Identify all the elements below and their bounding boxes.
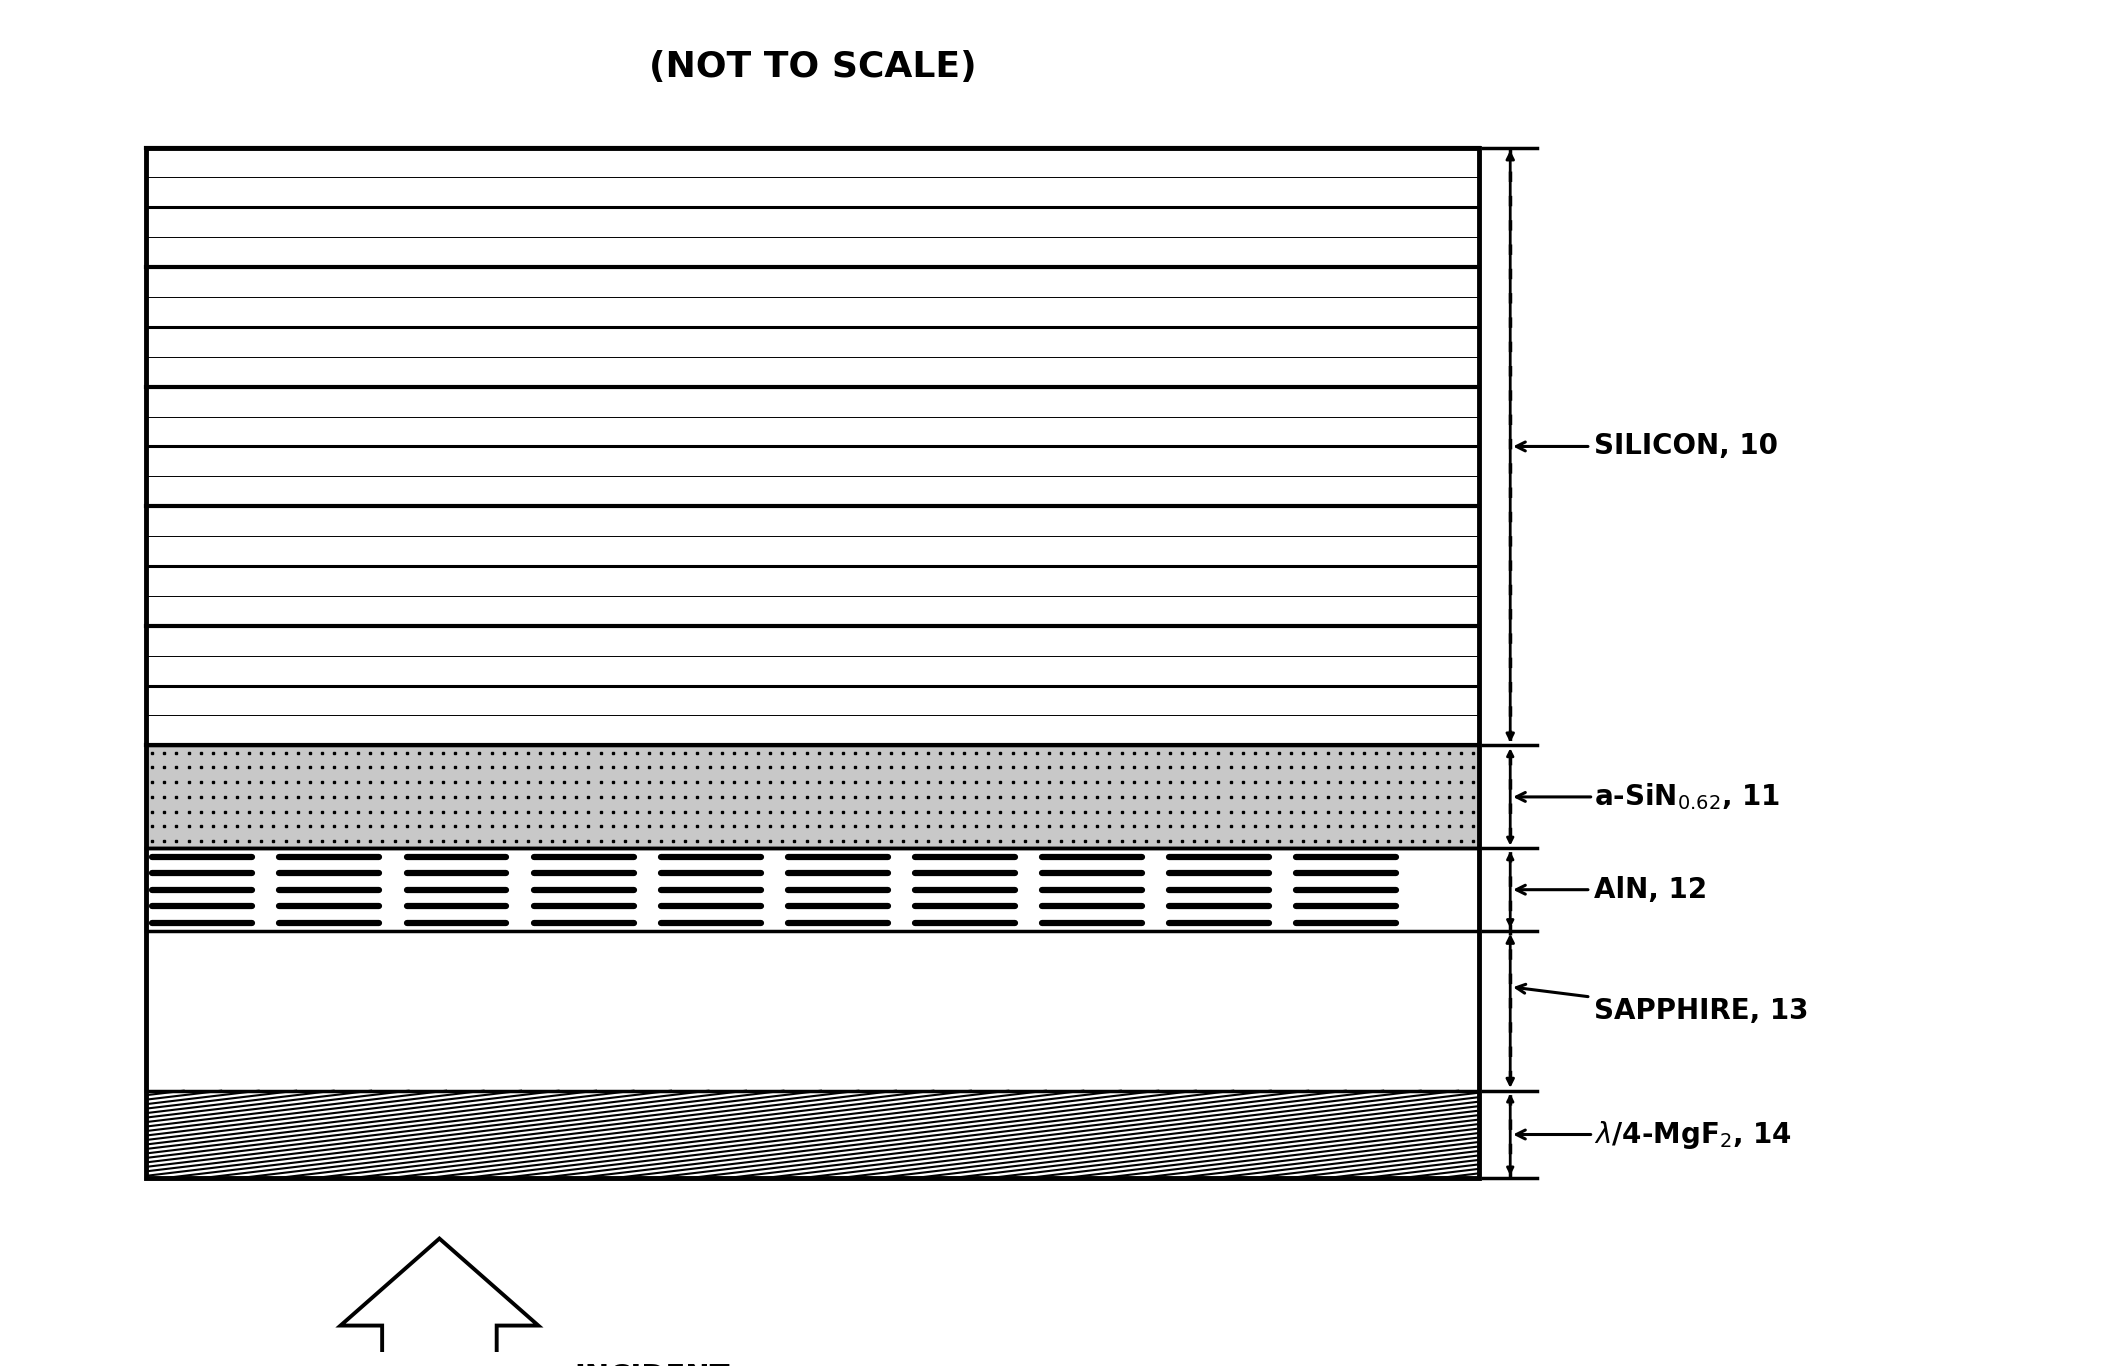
Text: AlN, 12: AlN, 12: [1517, 876, 1706, 904]
Text: (NOT TO SCALE): (NOT TO SCALE): [648, 51, 975, 85]
Text: $\lambda$/4-MgF$_2$, 14: $\lambda$/4-MgF$_2$, 14: [1594, 1119, 1791, 1150]
Bar: [147, 746, 1479, 848]
Bar: [147, 148, 1479, 746]
Text: INCIDENT
LIGHT, 15: INCIDENT LIGHT, 15: [574, 1363, 731, 1366]
Bar: [147, 148, 1479, 1179]
Bar: [147, 930, 1479, 1090]
Text: SILICON, 10: SILICON, 10: [1517, 433, 1776, 460]
Text: a-SiN$_{0.62}$, 11: a-SiN$_{0.62}$, 11: [1594, 781, 1781, 813]
Bar: [147, 1090, 1479, 1179]
Text: SAPPHIRE, 13: SAPPHIRE, 13: [1517, 985, 1808, 1024]
FancyArrow shape: [340, 1239, 538, 1366]
Bar: [147, 848, 1479, 930]
